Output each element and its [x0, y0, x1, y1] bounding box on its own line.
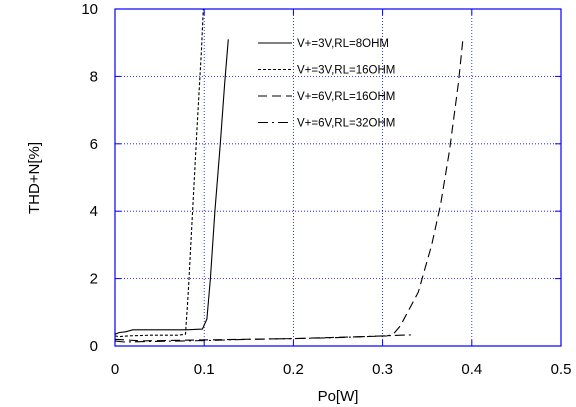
- x-tick-label: 0.2: [283, 361, 304, 378]
- y-tick-label: 0: [90, 338, 98, 355]
- x-tick-label: 0.1: [194, 361, 215, 378]
- series-line-3: [114, 39, 464, 342]
- x-tick-label: 0.4: [461, 361, 482, 378]
- series-line-4: [114, 334, 414, 343]
- y-tick-label: 8: [90, 68, 98, 85]
- y-tick-label: 6: [90, 136, 98, 153]
- y-tick-label: 4: [90, 203, 98, 220]
- x-tick-label: 0.3: [372, 361, 393, 378]
- series-line-1: [114, 39, 229, 335]
- grid: [115, 9, 561, 346]
- series-line-2: [114, 8, 204, 338]
- axis-ticks: 0 0.1 0.2 0.3 0.4 0.5 0 2 4 6 8 10: [81, 1, 571, 378]
- legend: V+=3V,RL=8OHM V+=3V,RL=16OHM V+=6V,RL=16OH…: [258, 38, 395, 130]
- y-axis-title: THD+N[%]: [26, 142, 43, 214]
- y-tick-label: 10: [81, 1, 98, 18]
- series-lines: [114, 8, 464, 343]
- x-tick-label: 0: [111, 361, 119, 378]
- plot-frame: [114, 8, 562, 347]
- x-axis-title: Po[W]: [318, 388, 359, 405]
- y-tick-label: 2: [90, 271, 98, 288]
- legend-label-3: V+=6V,RL=16OHM: [297, 91, 395, 103]
- x-tick-label: 0.5: [551, 361, 572, 378]
- legend-label-1: V+=3V,RL=8OHM: [297, 38, 389, 50]
- legend-label-2: V+=3V,RL=16OHM: [297, 65, 395, 77]
- legend-label-4: V+=6V,RL=32OHM: [297, 118, 395, 130]
